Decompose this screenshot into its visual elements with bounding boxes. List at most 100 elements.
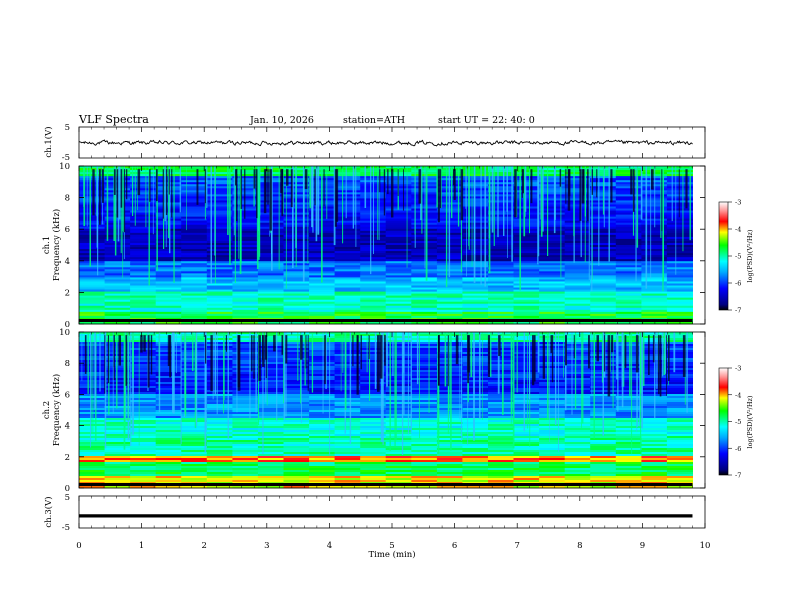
ch1-spec-cell [666,281,693,284]
ch2-spec-cell [130,398,157,401]
ch1-spec-cell [436,307,463,311]
ch1-spec-cell [309,307,336,311]
ch2-spec-cell [257,460,284,463]
ch2-spec-cell [334,444,361,447]
ch1-spec-sferic [602,166,604,215]
ch2-spec-cell [232,444,259,447]
ch2-spec-sferic [686,332,688,413]
ch1-spec-cell [462,204,489,207]
ch1-spec-cell [334,208,361,211]
ch1-spec-cell [130,210,157,213]
ch2-spec-cell [360,364,387,367]
ch1-spec-cell [181,182,208,185]
ch1-spec-cell [181,259,208,262]
ch2-spec-cell [590,460,617,463]
ch2-spec-cell [334,454,361,457]
ch2-spec-gap [532,335,535,386]
ch2-spec-cell [309,400,336,403]
ch2-spec-cell [181,386,208,389]
ch1-spec-sferic [354,166,356,225]
ch2-spec-cell [513,410,540,413]
ch1-spec-cell [411,307,438,311]
ch1-spec-cell [488,315,515,319]
ch1-spec-cell [666,214,693,217]
ch1-spec-cell [104,263,131,266]
ch2-spec-gap [596,335,599,362]
ch2-spec-cell [206,346,233,349]
ch2-spec-cell [436,486,463,489]
ch2-spec-cell [104,406,131,409]
ch1-spec-cell [155,279,182,282]
ch2-spec-cell [436,354,463,357]
ch1-spec-cell [79,190,106,193]
ch2-spec-sferic [173,332,175,414]
ch2-spec-gap [551,335,554,383]
ch1-spec-cell [181,313,208,317]
ch1-spec-cell [590,273,617,276]
ch1-spec-cell [206,228,233,232]
ch2-spec-cell [309,416,336,419]
ch1-spec-cell [539,247,566,250]
ch2-spec-cell [181,434,208,437]
ch1-spec-cell [564,238,591,242]
ch2-spec-cell [155,474,182,477]
ch2-spec-cell [257,350,284,353]
ch2-spec-cell [309,476,336,479]
ch2-spec-gap [666,335,667,396]
ch1-spec-cell [155,255,182,258]
ch1-spec-cell [232,182,259,185]
ch2-spec-cell [309,404,336,407]
ch2-spec-cell [360,466,387,469]
ch1-spec-cell [462,291,489,294]
ch1-spec-cell [462,200,489,203]
ch2-spec-cell [385,344,412,347]
ch2-spec-cell [283,464,310,467]
ch2-spec-sferic [673,332,676,373]
ch1-spec-cell [385,234,412,238]
ch1-spec-cell [206,222,233,226]
ch2-spec-cell [539,388,566,391]
ch2-spec-cell [385,464,412,467]
ch1-spec-cell [181,273,208,276]
ch1-spec-cell [641,283,668,286]
ch1-spec-cell [104,242,131,246]
ch2-spec-cell [539,440,566,443]
ch2-spec-gap [210,335,213,392]
ch1-spec-cell [590,251,617,254]
ch2-spec-cell [155,454,182,457]
ch2-spec-cell [385,400,412,403]
ch1-spec-cell [641,228,668,232]
ch2-spec-gap [368,335,370,360]
ch1-spec-cell [79,291,106,294]
ch1-spec-cell [206,196,233,199]
ch2-spec-cell [488,418,515,421]
ch2-spec-cell [257,456,284,459]
ch2-spec-cell [564,336,591,339]
ch1-spec-cell [257,281,284,284]
ch1-spec-cell [334,190,361,193]
ch1-spec-cell [411,192,438,195]
ch1-spec-cell [181,220,208,224]
ch2-spec-cell [411,370,438,373]
ch2-spec-cell [590,452,617,455]
ch2-spec-cell [360,344,387,347]
ch2-spec-cell [590,478,617,481]
ch1-spec-cell [564,279,591,282]
ch1-spec-cell [462,224,489,228]
ch1-spec-cell [539,236,566,240]
ch2-spec-cell [155,376,182,379]
ch2-spec-cell [309,408,336,411]
ch2-spec-cell [283,456,310,459]
ch2-spec-cell [411,398,438,401]
ch2-spec-cell [666,438,693,441]
ch2-spec-cell [206,400,233,403]
ch1-spec-cell [360,313,387,317]
ch2-spec-cell [513,452,540,455]
ch2-spec-cell [488,396,515,399]
ch1-spec-cell [334,170,361,173]
ch1-spec-cell [488,228,515,232]
ch1-spectrogram-image [79,166,693,325]
ch1-spec-sferic [234,166,236,283]
ch2-spec-cell [462,446,489,449]
ch2-spec-cell [564,340,591,343]
